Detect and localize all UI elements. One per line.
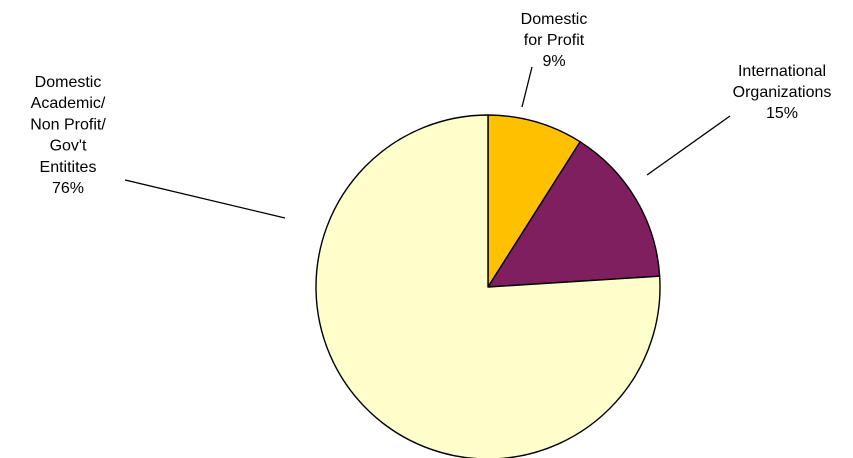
- slice-label-3-line-3: Non Profit/: [30, 116, 106, 133]
- slice-label-3-line-1: Domestic: [35, 74, 102, 91]
- slice-label-2: International Organizations 15%: [733, 63, 832, 122]
- pie-slice-2: [487, 141, 661, 288]
- slice-label-3-line-5: Entitites: [40, 159, 97, 176]
- slice-label-1-line-2: for Profit: [524, 32, 585, 49]
- pie-slice-3: [315, 114, 661, 458]
- slice-label-2-line-2: Organizations: [733, 84, 832, 101]
- pie-slice-1: [487, 114, 581, 288]
- slice-label-2-line-1: International: [738, 63, 826, 80]
- slice-label-1-line-1: Domestic: [521, 11, 588, 28]
- leader-lines: [124, 66, 731, 219]
- slice-label-3-line-4: Gov't: [50, 138, 87, 155]
- leader-line-2: [646, 115, 731, 176]
- slice-label-1: Domestic for Profit 9%: [521, 11, 588, 70]
- slice-labels: Domestic for Profit 9% International Organiz…: [30, 11, 831, 197]
- slice-label-3: Domestic Academic/Non Profit/Gov't Entitit…: [30, 74, 106, 197]
- slice-label-1-line-3: 9%: [542, 53, 565, 70]
- slice-label-3-line-2: Academic/: [31, 95, 106, 112]
- slice-label-3-line-6: 76%: [52, 180, 84, 197]
- pie-slices: [315, 114, 661, 458]
- leader-line-3: [124, 179, 286, 219]
- leader-line-1: [521, 66, 533, 108]
- slice-label-2-line-3: 15%: [766, 105, 798, 122]
